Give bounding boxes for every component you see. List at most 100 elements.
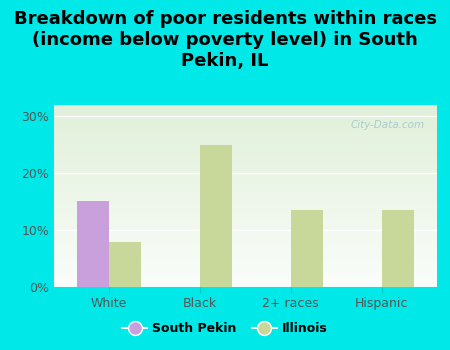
Bar [54, 132, 436, 134]
Text: Breakdown of poor residents within races
(income below poverty level) in South
P: Breakdown of poor residents within races… [14, 10, 436, 70]
Bar [54, 234, 436, 236]
Bar [54, 278, 436, 280]
Bar [200, 145, 232, 287]
Bar [54, 116, 436, 118]
Bar [54, 258, 436, 260]
Bar [54, 281, 436, 284]
Bar [54, 127, 436, 129]
Bar [54, 150, 436, 152]
Bar [54, 252, 436, 254]
Bar [54, 247, 436, 249]
Bar [54, 141, 436, 143]
Bar [54, 276, 436, 278]
Bar [54, 194, 436, 196]
Bar [54, 238, 436, 240]
Bar [54, 265, 436, 267]
Bar [54, 181, 436, 183]
Bar [54, 227, 436, 229]
Bar [54, 251, 436, 252]
Bar [54, 187, 436, 189]
Bar [54, 236, 436, 238]
Bar [54, 172, 436, 174]
Bar [54, 284, 436, 285]
Bar [54, 149, 436, 150]
Bar [54, 280, 436, 281]
Bar [54, 232, 436, 234]
Bar [54, 207, 436, 209]
Bar [54, 220, 436, 222]
Bar [54, 243, 436, 245]
Bar [54, 256, 436, 258]
Bar [54, 158, 436, 160]
Bar [54, 274, 436, 276]
Bar [108, 241, 140, 287]
Bar [77, 201, 108, 287]
Bar [54, 271, 436, 272]
Bar [54, 114, 436, 116]
Bar [54, 125, 436, 127]
Bar [54, 185, 436, 187]
Bar [54, 263, 436, 265]
Bar [54, 138, 436, 140]
Bar [54, 229, 436, 231]
Bar [54, 161, 436, 163]
Bar [54, 140, 436, 141]
Bar [54, 254, 436, 256]
Bar [54, 267, 436, 269]
Bar [54, 105, 436, 107]
Bar [54, 211, 436, 212]
Bar [54, 134, 436, 136]
Bar [54, 193, 436, 194]
Bar [54, 190, 436, 192]
Bar [54, 107, 436, 108]
Bar [54, 260, 436, 261]
Bar [54, 189, 436, 190]
Bar [54, 174, 436, 176]
Bar [54, 205, 436, 207]
Bar [54, 225, 436, 227]
Bar [54, 123, 436, 125]
Bar [54, 156, 436, 158]
Bar [54, 180, 436, 181]
Bar [54, 209, 436, 211]
Bar [54, 152, 436, 154]
Bar [54, 222, 436, 223]
Bar [54, 108, 436, 111]
Bar [54, 136, 436, 138]
Bar [54, 272, 436, 274]
Bar [54, 163, 436, 165]
Bar [54, 167, 436, 169]
Legend: South Pekin, Illinois: South Pekin, Illinois [117, 317, 333, 340]
Bar [54, 199, 436, 202]
Bar [54, 143, 436, 145]
Bar [54, 160, 436, 161]
Bar [54, 111, 436, 112]
Bar [54, 154, 436, 156]
Bar [54, 196, 436, 198]
Bar [291, 210, 323, 287]
Bar [54, 129, 436, 131]
Bar [54, 165, 436, 167]
Bar [54, 245, 436, 247]
Bar [54, 249, 436, 251]
Bar [54, 216, 436, 218]
Bar [54, 285, 436, 287]
Bar [54, 241, 436, 243]
Bar [54, 112, 436, 114]
Bar [54, 212, 436, 214]
Bar [54, 240, 436, 242]
Bar [54, 218, 436, 220]
Bar [54, 176, 436, 178]
Text: City-Data.com: City-Data.com [351, 120, 425, 130]
Bar [54, 261, 436, 263]
Bar [54, 118, 436, 120]
Bar [54, 202, 436, 203]
Bar [54, 131, 436, 132]
Bar [54, 178, 436, 180]
Bar [54, 147, 436, 149]
Bar [54, 269, 436, 271]
Bar [54, 231, 436, 232]
Bar [54, 145, 436, 147]
Bar [54, 121, 436, 123]
Bar [54, 223, 436, 225]
